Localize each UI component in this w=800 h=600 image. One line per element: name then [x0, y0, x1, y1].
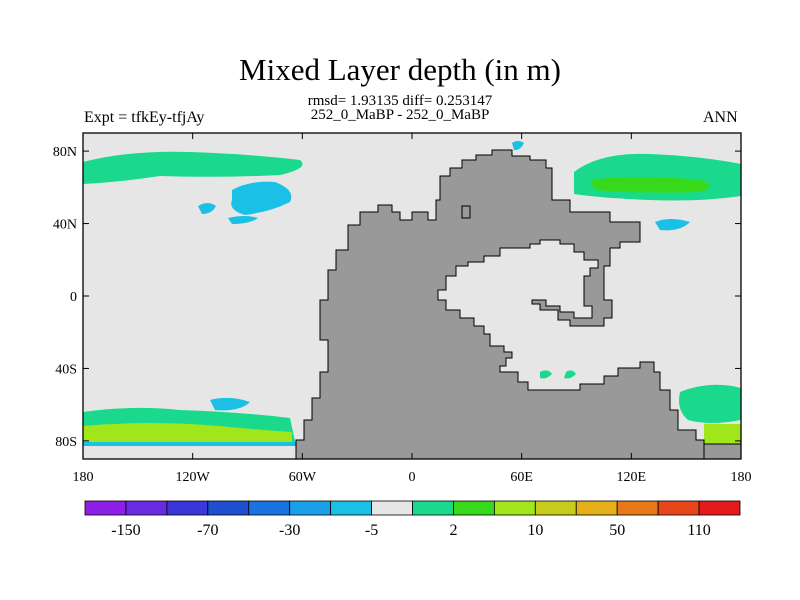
contour-sw-yellowgreen [83, 423, 292, 444]
colorbar-box [371, 500, 413, 516]
colorbar-label: 10 [527, 522, 543, 539]
season-label: ANN [703, 109, 738, 126]
colorbar-box [248, 500, 291, 516]
lat-tick-label: 40N [53, 218, 77, 233]
lon-tick-label: 120W [176, 470, 211, 485]
lon-tick-label: 120E [617, 470, 647, 485]
colorbar-box [125, 500, 168, 516]
colorbar-label: 2 [449, 522, 457, 539]
cases-line: 252_0_MaBP - 252_0_MaBP [310, 107, 490, 123]
colorbar-box [166, 500, 209, 516]
colorbar-box [534, 500, 577, 516]
colorbar-box [575, 500, 618, 516]
lon-tick-label: 180 [731, 470, 752, 485]
colorbar-box [493, 500, 536, 516]
colorbar-label: 50 [609, 522, 625, 539]
lon-tick-label: 60W [289, 470, 317, 485]
stats-subtitle: rmsd= 1.93135 diff= 0.253147 252_0_MaBP … [0, 93, 800, 123]
anomaly-contours [83, 141, 741, 446]
map-title: Mixed Layer depth (in m) [239, 52, 561, 87]
contour-ne-green-band [574, 153, 741, 201]
contour-nw-cyan-small [198, 203, 216, 214]
contour-sw-cyan-bottom [83, 442, 296, 446]
colorbar-box [657, 500, 700, 516]
colorbar-box [412, 500, 454, 516]
lon-tick-label: 0 [409, 470, 416, 485]
colorbar-box [207, 500, 250, 516]
pangaea-continent [295, 149, 705, 460]
lat-tick-label: 80N [53, 145, 77, 160]
southern-landmass-se [703, 443, 742, 460]
lat-tick-label: 0 [70, 290, 77, 305]
northern-island [461, 205, 471, 219]
colorbar-label: -70 [197, 522, 218, 539]
rmsd-diff-line: rmsd= 1.93135 diff= 0.253147 [307, 93, 493, 109]
experiment-label: Expt = tfkEy-tfjAy [84, 109, 205, 126]
colorbar-box [84, 500, 127, 516]
colorbar-box [698, 500, 741, 516]
colorbar-box [616, 500, 659, 516]
colorbar-label: 110 [687, 522, 710, 539]
contour-nw-cyan-lower [228, 216, 258, 224]
contour-nw-cyan-blob [231, 181, 292, 215]
colorbar-box [453, 500, 495, 516]
lon-tick-label: 180 [73, 470, 94, 485]
contour-ne-yellowgreen [590, 177, 710, 193]
colorbar-label: -150 [111, 522, 140, 539]
colorbar-box [330, 500, 372, 516]
colorbar-label: -30 [279, 522, 300, 539]
latitude-axis: 80N 40N 0 40S 80S [53, 145, 741, 450]
contour-s-green-small [564, 370, 576, 379]
colorbar-box [289, 500, 332, 516]
colorbar-label: -5 [365, 522, 378, 539]
contour-s-cyan-small [540, 370, 552, 379]
lat-tick-label: 80S [55, 435, 77, 450]
land-mask [295, 149, 742, 460]
contour-se-yellow-patch [704, 424, 741, 444]
colorbar: -150 -70 -30 -5 2 10 50 110 [84, 500, 741, 539]
contour-arctic-cyan [512, 141, 524, 151]
contour-sw-cyan-patch [210, 397, 250, 411]
lon-tick-label: 60E [510, 470, 533, 485]
contour-se-green-band [679, 384, 741, 423]
contour-ne-cyan [655, 219, 690, 231]
longitude-axis: 180 120W 60W 0 60E 120E 180 [73, 133, 752, 485]
contour-nw-green-band [83, 151, 303, 184]
lat-tick-label: 40S [55, 362, 77, 377]
